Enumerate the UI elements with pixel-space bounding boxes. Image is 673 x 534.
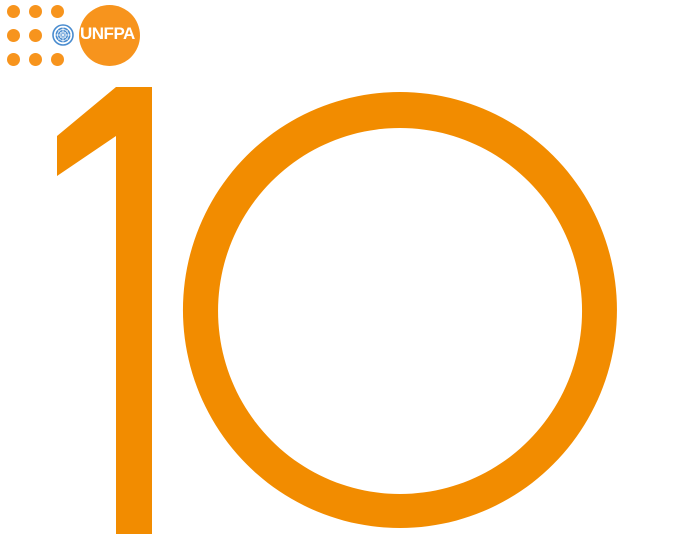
logo-dot-icon: [51, 53, 64, 66]
logo-dot-icon: [51, 5, 64, 18]
logo-dot-icon: [7, 5, 20, 18]
logo-wordmark: UNFPA: [80, 24, 135, 43]
logo-dot-icon: [7, 29, 20, 42]
un-emblem-icon: [52, 24, 74, 46]
logo-dot-icon: [7, 53, 20, 66]
logo-dot-icon: [29, 29, 42, 42]
logo-circle: [79, 5, 140, 66]
logo-dot-icon: [29, 53, 42, 66]
logo-dot-icon: [29, 5, 42, 18]
digit-one: [57, 87, 152, 534]
unfpa-logo[interactable]: UNFPA: [0, 0, 150, 70]
digit-zero: [182, 92, 617, 528]
